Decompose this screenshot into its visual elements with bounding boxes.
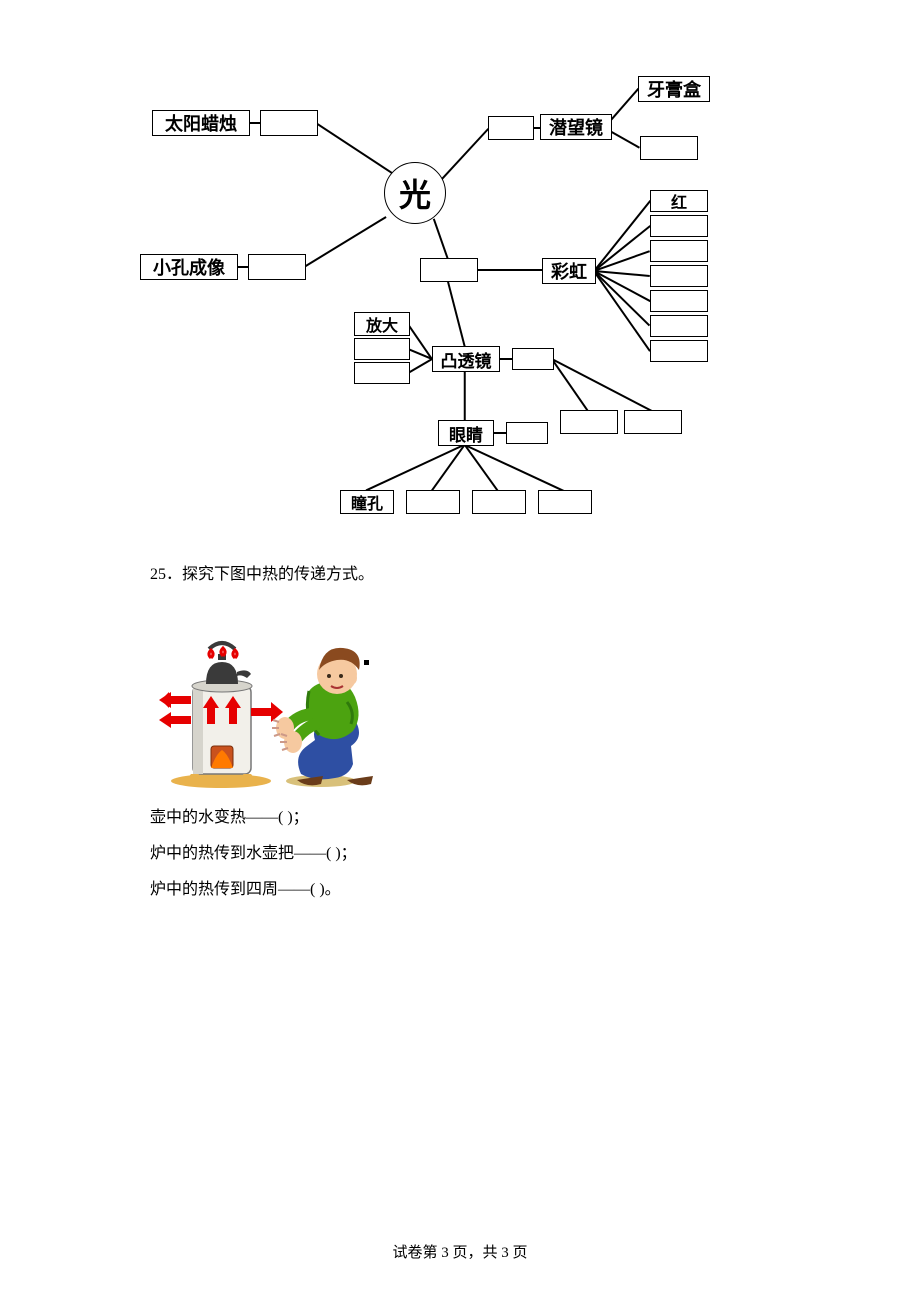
box-eb1 (406, 490, 460, 514)
center-dot-icon (364, 660, 369, 665)
connector-line (593, 270, 650, 326)
box-mag_b2 (354, 362, 410, 384)
q25-number: 25． (150, 566, 182, 583)
q25-line-3: 炉中的热传到四周——( )。 (150, 872, 357, 908)
box-eye_rb2 (624, 410, 682, 434)
box-peri_blank (640, 136, 698, 160)
box-pupil: 瞳孔 (340, 490, 394, 514)
box-c2 (650, 215, 708, 237)
q25-illustration (150, 595, 382, 792)
box-c7 (650, 340, 708, 362)
box-top_mid_blank (488, 116, 534, 140)
connector-line (304, 216, 387, 267)
box-c3 (650, 240, 708, 262)
center-circle: 光 (384, 162, 446, 224)
connector-line (447, 281, 465, 347)
page-footer: 试卷第 3 页，共 3 页 (0, 1241, 920, 1262)
box-periscope: 潜望镜 (540, 114, 612, 140)
box-sun_candle: 太阳蜡烛 (152, 110, 250, 136)
box-c6 (650, 315, 708, 337)
box-rainbow: 彩虹 (542, 258, 596, 284)
box-convex_r (512, 348, 554, 370)
connector-line (551, 358, 588, 411)
connector-line (552, 358, 653, 411)
boy-icon (272, 648, 373, 785)
box-toothpaste: 牙膏盒 (638, 76, 710, 102)
box-eye_r (506, 422, 548, 444)
box-red: 红 (650, 190, 708, 212)
box-c4 (650, 265, 708, 287)
connector-line (408, 358, 433, 373)
question-25: 25．探究下图中热的传递方式。 (150, 560, 374, 584)
kettle-icon (206, 662, 238, 684)
box-eye: 眼睛 (438, 420, 494, 446)
box-magnify: 放大 (354, 312, 410, 336)
box-sun_blank (260, 110, 318, 136)
connector-line (593, 270, 650, 351)
box-center_blank (420, 258, 478, 282)
q25-line-2: 炉中的热传到水壶把——( )； (150, 836, 357, 872)
connector-line (476, 269, 542, 271)
q25-title: 探究下图中热的传递方式。 (182, 566, 374, 583)
connector-line (464, 371, 466, 421)
q25-line-1: 壶中的水变热——( )； (150, 800, 357, 836)
box-eye_rb1 (560, 410, 618, 434)
box-c5 (650, 290, 708, 312)
box-eb3 (538, 490, 592, 514)
connector-line (610, 130, 641, 148)
q25-lines: 壶中的水变热——( )； 炉中的热传到水壶把——( )； 炉中的热传到四周——(… (150, 800, 357, 908)
box-mag_b1 (354, 338, 410, 360)
connector-line (316, 122, 393, 173)
connector-line (433, 219, 448, 259)
box-pinhole: 小孔成像 (140, 254, 238, 280)
connector-line (366, 444, 466, 491)
connector-line (439, 128, 488, 181)
box-pinhole_blank (248, 254, 306, 280)
connector-line (594, 225, 651, 271)
connector-line (498, 358, 512, 360)
connector-line (492, 432, 506, 434)
box-eb2 (472, 490, 526, 514)
box-convex: 凸透镜 (432, 346, 500, 372)
connector-line (609, 88, 638, 121)
